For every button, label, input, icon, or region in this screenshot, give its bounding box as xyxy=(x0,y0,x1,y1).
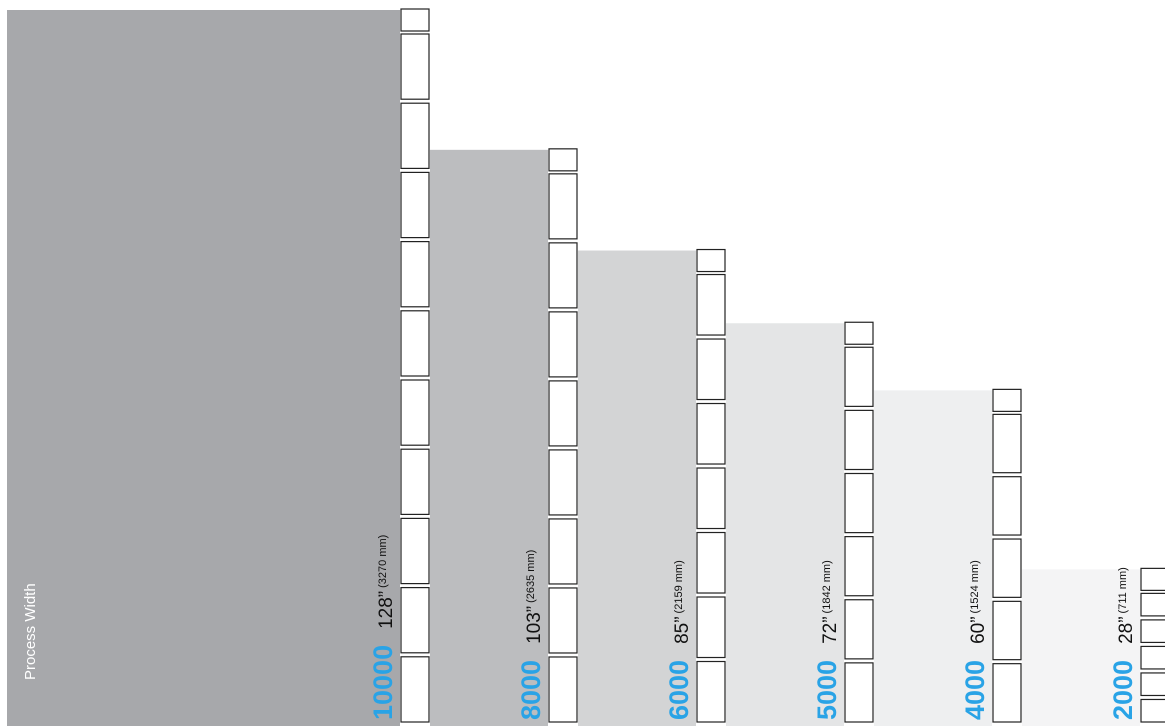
bar-2000 xyxy=(1022,569,1140,726)
model-number-label: 4000 xyxy=(960,659,990,720)
bar-10000 xyxy=(7,10,400,726)
model-number-label: 10000 xyxy=(368,644,398,720)
belt-2000 xyxy=(1140,567,1165,723)
mm-width-label: (1842 mm) xyxy=(821,560,833,614)
inch-width-label: 128” xyxy=(376,590,397,629)
bar-4000 xyxy=(874,390,992,726)
inch-width-label: 28” xyxy=(1116,616,1137,644)
inch-width-label: 72” xyxy=(820,616,841,644)
belt-6000 xyxy=(696,248,726,723)
model-number-label: 6000 xyxy=(664,659,694,720)
belt-8000 xyxy=(548,148,578,723)
model-number-label: 2000 xyxy=(1108,659,1138,720)
mm-width-label: (2635 mm) xyxy=(525,549,537,603)
inch-width-label: 60” xyxy=(968,616,989,644)
bar-6000 xyxy=(578,250,696,726)
model-number-label: 8000 xyxy=(516,659,546,720)
mm-width-label: (3270 mm) xyxy=(377,534,389,588)
bar-8000 xyxy=(430,149,548,726)
bar-5000 xyxy=(726,323,844,726)
inch-width-label: 103” xyxy=(524,605,545,644)
belt-10000 xyxy=(400,8,430,723)
mm-width-label: (1524 mm) xyxy=(969,560,981,614)
model-number-label: 5000 xyxy=(812,659,842,720)
mm-width-label: (2159 mm) xyxy=(673,560,685,614)
belt-5000 xyxy=(844,321,874,723)
mm-width-label: (711 mm) xyxy=(1117,567,1129,614)
chart-title-text: Process Width xyxy=(22,583,39,680)
inch-width-label: 85” xyxy=(672,616,693,644)
belt-4000 xyxy=(992,388,1022,723)
